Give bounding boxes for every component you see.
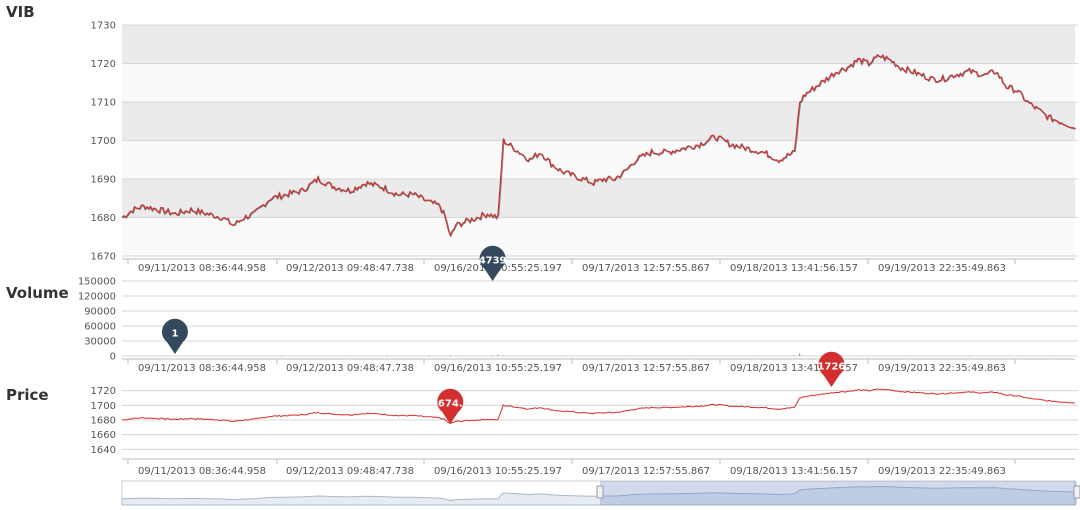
volume-y-tick-label: 90000	[84, 307, 116, 318]
navigator-right-handle[interactable]	[1073, 485, 1080, 499]
volume-flag-2-shape	[479, 245, 506, 281]
volume-flag-2-label: 4739	[479, 256, 507, 267]
volume-x-tick-label: 09/12/2013 09:48:47.738	[286, 363, 414, 374]
volume-y-tick-label: 150000	[78, 277, 116, 288]
vib-price-line	[121, 53, 1076, 237]
navigator-selection	[600, 481, 1077, 505]
price-x-tick-label: 09/19/2013 22:35:49.863	[878, 466, 1006, 477]
price-flag-2-shape	[818, 351, 845, 387]
price-y-tick-label: 1660	[91, 430, 116, 441]
volume-y-tick-label: 0	[110, 352, 116, 363]
vib-band	[122, 63, 1075, 102]
vib-band	[122, 25, 1075, 64]
volume-x-tick-label: 09/19/2013 22:35:49.863	[878, 363, 1006, 374]
price-line	[121, 388, 1076, 424]
vib-y-tick-label: 1730	[91, 21, 116, 32]
volume-y-tick-label: 30000	[84, 337, 116, 348]
vib-x-tick-label: 09/11/2013 08:36:44.958	[138, 263, 266, 274]
volume-flag-2: 4739	[479, 245, 507, 281]
volume-flag-1: 1	[161, 318, 188, 354]
navigator-series	[121, 485, 1076, 506]
price-y-tick-label: 1640	[91, 445, 116, 456]
volume-x-tick-label: 09/16/2013 10:55:25.197	[434, 363, 562, 374]
vib-x-tick-label: 09/18/2013 13:41:56.157	[730, 263, 858, 274]
vib-y-tick-label: 1690	[91, 175, 116, 186]
panel-title-volume: Volume	[6, 284, 69, 302]
navigator[interactable]	[121, 480, 1080, 506]
vib-band	[122, 179, 1075, 218]
price-flag-1-label: 674.	[438, 399, 463, 410]
panel-title-vib: VIB	[6, 3, 35, 21]
volume-y-tick-label: 60000	[84, 322, 116, 333]
volume-x-tick-label: 09/11/2013 08:36:44.958	[138, 363, 266, 374]
vib-x-tick-label: 09/19/2013 22:35:49.863	[878, 263, 1006, 274]
price-flag-2-label: 1726	[818, 362, 846, 373]
price-y-tick-label: 1720	[91, 386, 116, 397]
vib-y-tick-label: 1700	[91, 136, 116, 147]
vib-y-tick-label: 1710	[91, 98, 116, 109]
navigator-left-handle[interactable]	[596, 485, 604, 499]
price-y-tick-label: 1680	[91, 416, 116, 427]
price-flag-2: 1726	[818, 351, 846, 387]
price-flag-1: 674.	[437, 388, 464, 425]
price-x-tick-label: 09/17/2013 12:57:55.867	[582, 466, 710, 477]
vib-band	[122, 217, 1075, 256]
price-panel: 1640 1660 1680 1700 1720 09/11/2013 08:36:44.…	[91, 386, 1078, 477]
price-x-tick-label: 09/16/2013 10:55:25.197	[434, 466, 562, 477]
volume-x-tick-label: 09/18/2013 13:41:56.157	[730, 363, 858, 374]
price-x-tick-label: 09/12/2013 09:48:47.738	[286, 466, 414, 477]
price-y-tick-label: 1700	[91, 401, 116, 412]
price-x-tick-label: 09/11/2013 08:36:44.958	[138, 466, 266, 477]
vib-y-tick-label: 1720	[91, 59, 116, 70]
vib-x-tick-label: 09/17/2013 12:57:55.867	[582, 263, 710, 274]
volume-flag-1-label: 1	[171, 329, 178, 340]
volume-x-tick-label: 09/17/2013 12:57:55.867	[582, 363, 710, 374]
price-x-tick-label: 09/18/2013 13:41:56.157	[730, 466, 858, 477]
vib-band	[122, 102, 1075, 141]
price-flag-1-shape	[437, 388, 464, 425]
vib-y-tick-label: 1680	[91, 213, 116, 224]
volume-flag-1-shape	[161, 318, 188, 354]
volume-y-tick-label: 120000	[78, 292, 116, 303]
panel-title-price: Price	[6, 386, 49, 404]
vib-band	[122, 140, 1075, 179]
volume-panel: 0 30000 60000 90000 120000 150000 09/11/2013 0…	[78, 277, 1078, 374]
vib-y-tick-label: 1670	[91, 252, 116, 263]
vib-panel: 1670 1680 1690 1700 1710 1720 1730 09/11/2013 0…	[91, 21, 1078, 274]
vib-x-tick-label: 09/12/2013 09:48:47.738	[286, 263, 414, 274]
